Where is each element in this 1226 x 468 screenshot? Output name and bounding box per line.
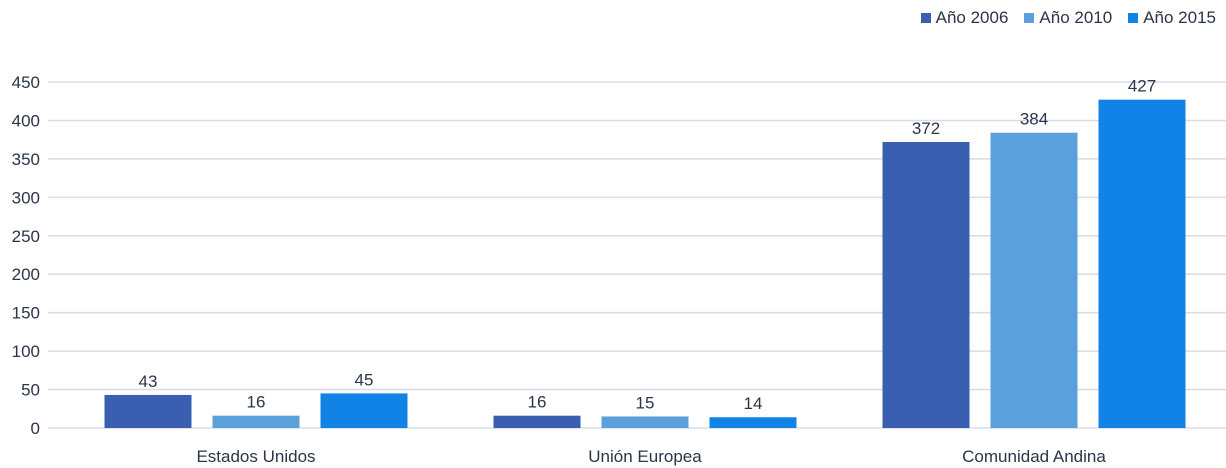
y-tick-label: 150 — [12, 304, 40, 323]
y-tick-label: 450 — [12, 73, 40, 92]
x-tick-label: Estados Unidos — [196, 447, 315, 466]
bar — [990, 132, 1078, 428]
y-tick-label: 300 — [12, 188, 40, 207]
bar — [601, 416, 689, 428]
legend-label-2006: Año 2006 — [935, 8, 1009, 27]
y-tick-label: 200 — [12, 265, 40, 284]
legend-label-2010: Año 2010 — [1039, 8, 1113, 27]
bar — [1098, 99, 1186, 428]
y-tick-label: 0 — [31, 419, 40, 438]
legend-swatch-2015 — [1128, 13, 1139, 23]
y-tick-label: 400 — [12, 111, 40, 130]
data-label: 16 — [528, 393, 547, 412]
x-tick-label: Unión Europea — [588, 447, 702, 466]
data-label: 372 — [912, 119, 940, 138]
bar — [320, 393, 408, 428]
bar — [882, 141, 970, 428]
bar — [493, 415, 581, 428]
bar — [104, 394, 192, 428]
data-label: 384 — [1020, 110, 1048, 129]
legend-item-2006: Año 2006 — [920, 8, 1009, 28]
legend-item-2015: Año 2015 — [1128, 8, 1216, 28]
chart-legend: Año 2006 Año 2010 Año 2015 — [920, 8, 1216, 28]
y-tick-label: 50 — [21, 381, 40, 400]
bar — [212, 415, 300, 428]
data-label: 14 — [744, 394, 763, 413]
data-label: 16 — [247, 393, 266, 412]
data-label: 45 — [355, 370, 374, 389]
legend-swatch-2010 — [1024, 13, 1035, 23]
x-tick-label: Comunidad Andina — [962, 447, 1106, 466]
y-tick-label: 350 — [12, 150, 40, 169]
legend-item-2010: Año 2010 — [1024, 8, 1112, 28]
data-label: 427 — [1128, 77, 1156, 96]
data-label: 43 — [139, 372, 158, 391]
bar — [709, 417, 797, 428]
y-tick-label: 250 — [12, 227, 40, 246]
legend-swatch-2006 — [920, 13, 931, 23]
y-tick-label: 100 — [12, 342, 40, 361]
data-label: 15 — [636, 393, 655, 412]
legend-label-2015: Año 2015 — [1143, 8, 1216, 27]
